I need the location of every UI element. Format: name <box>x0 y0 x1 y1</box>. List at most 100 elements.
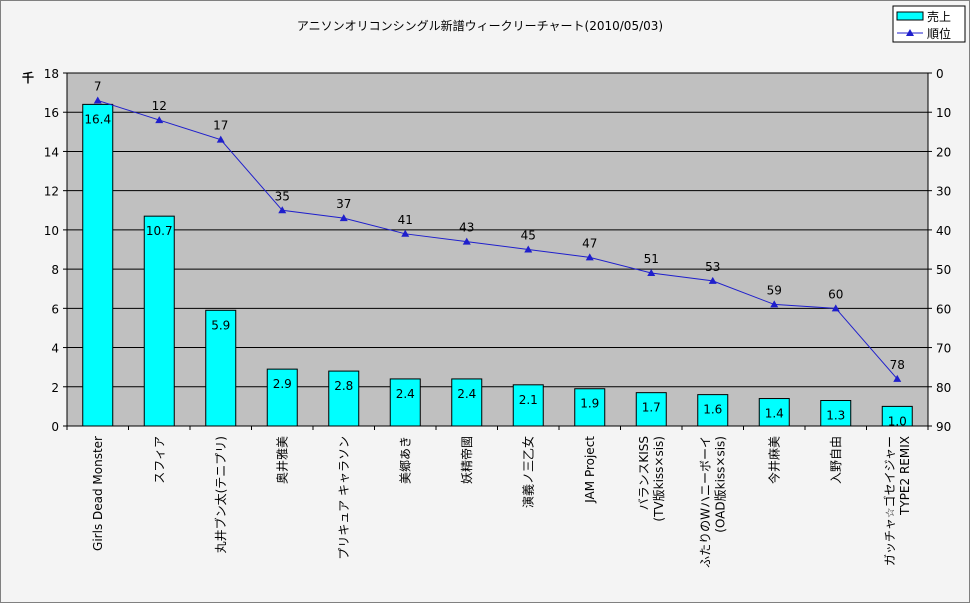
rank-marker <box>155 116 164 124</box>
rank-value-label: 41 <box>398 213 413 227</box>
y-tick-label: 6 <box>51 302 59 316</box>
y-tick-label: 10 <box>44 224 59 238</box>
bar <box>389 378 421 427</box>
y-tick-label: 12 <box>44 185 59 199</box>
bar <box>820 400 852 427</box>
rank-marker <box>401 229 410 237</box>
plot-area <box>66 72 929 427</box>
bar-value-label: 1.3 <box>826 409 845 423</box>
legend-label: 売上 <box>927 9 951 24</box>
y2-tick-label: 40 <box>936 224 951 238</box>
x-tick-label: Girls Dead Monster <box>91 436 105 551</box>
y2-tick-label: 20 <box>936 145 951 159</box>
x-tick-label: 入野自由 <box>829 436 843 484</box>
x-tick-label: JAM Project <box>583 436 597 504</box>
rank-marker <box>462 237 471 245</box>
rank-value-label: 43 <box>459 221 474 235</box>
y-tick-label: 16 <box>44 106 59 120</box>
bar-value-label: 2.4 <box>457 387 476 401</box>
rank-marker <box>893 374 902 382</box>
bar <box>697 394 729 427</box>
rank-marker <box>524 245 533 253</box>
rank-value-label: 47 <box>582 236 597 250</box>
x-tick-label: スフィア <box>152 436 166 484</box>
rank-value-label: 17 <box>213 119 228 133</box>
y2-tick-label: 10 <box>936 106 951 120</box>
bar-value-label: 5.9 <box>211 318 230 332</box>
y2-tick-label: 50 <box>936 263 951 277</box>
bar <box>266 368 298 427</box>
x-tick-label: 奥井雅美 <box>274 436 289 484</box>
rank-value-label: 37 <box>336 197 351 211</box>
y-tick-label: 4 <box>51 342 59 356</box>
rank-marker <box>585 253 594 261</box>
bar-value-label: 2.8 <box>334 379 353 393</box>
y-unit: 千 <box>22 70 34 85</box>
y2-tick-label: 0 <box>936 67 944 81</box>
x-tick-label: 演義ノ三乙女 <box>520 436 535 508</box>
y2-tick-label: 70 <box>936 342 951 356</box>
bar-value-label: 10.7 <box>146 224 173 238</box>
y2-tick-label: 80 <box>936 381 951 395</box>
rank-value-label: 78 <box>890 358 905 372</box>
x-tick-label: (OAD版kiss×sis) <box>713 436 727 533</box>
y2-tick-label: 30 <box>936 185 951 199</box>
rank-marker <box>831 304 840 312</box>
rank-marker <box>93 96 102 104</box>
bar <box>82 103 114 427</box>
rank-value-label: 59 <box>767 283 782 297</box>
legend-label: 順位 <box>927 26 951 41</box>
legend-marker <box>906 29 914 36</box>
y-tick-label: 8 <box>51 263 59 277</box>
rank-value-label: 45 <box>521 229 536 243</box>
x-tick-label: 美郷あき <box>398 436 412 484</box>
rank-value-label: 35 <box>275 189 290 203</box>
x-tick-label: ふたりのWハニーボーイ <box>698 436 712 568</box>
x-tick-label: 今井麻美 <box>766 436 781 484</box>
bar <box>635 392 667 427</box>
x-tick-label: バランスKISS <box>637 436 651 510</box>
bar <box>574 388 606 427</box>
bar-value-label: 1.6 <box>703 403 722 417</box>
rank-marker <box>278 206 287 214</box>
x-tick-label: (TV版kiss×sis) <box>652 436 666 522</box>
bar <box>512 384 544 427</box>
rank-value-label: 53 <box>705 260 720 274</box>
rank-marker <box>216 135 225 143</box>
legend-swatch <box>896 11 924 21</box>
rank-value-label: 60 <box>828 287 843 301</box>
x-tick-label: ガッチャ☆ゴセイジャー <box>882 436 897 566</box>
bar-value-label: 2.1 <box>519 393 538 407</box>
bar <box>881 405 913 427</box>
bar <box>205 309 237 427</box>
x-tick-label: プリキュア キャラソン <box>337 436 351 560</box>
bar-value-label: 2.4 <box>396 387 415 401</box>
y2-tick-label: 90 <box>936 420 951 434</box>
bar-value-label: 2.9 <box>273 377 292 391</box>
x-tick-label: 丸井ブン太(テニプリ) <box>213 436 228 553</box>
y-tick-label: 18 <box>44 67 59 81</box>
y-tick-label: 0 <box>51 420 59 434</box>
chart-title: アニソンオリコンシングル新譜ウィークリーチャート(2010/05/03) <box>297 18 663 33</box>
y-tick-label: 2 <box>51 381 59 395</box>
bar-value-label: 1.7 <box>642 401 661 415</box>
rank-marker <box>708 276 717 284</box>
y-tick-label: 14 <box>44 145 59 159</box>
x-tick-label: 妖精帝國 <box>459 436 474 484</box>
y2-tick-label: 60 <box>936 302 951 316</box>
bar-value-label: 1.4 <box>765 407 784 421</box>
rank-marker <box>339 214 348 222</box>
bar-value-label: 1.9 <box>580 397 599 411</box>
bar-value-label: 16.4 <box>84 112 111 126</box>
bar <box>328 370 360 427</box>
bar <box>143 215 175 427</box>
bar <box>758 398 790 427</box>
rank-value-label: 51 <box>644 252 659 266</box>
rank-marker <box>647 269 656 277</box>
rank-line <box>97 99 898 380</box>
rank-value-label: 12 <box>152 99 167 113</box>
x-tick-label: TYPE2 REMIX <box>898 436 912 516</box>
bar-value-label: 1.0 <box>888 414 907 428</box>
bar <box>451 378 483 427</box>
